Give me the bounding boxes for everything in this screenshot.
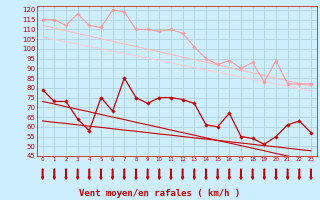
Text: Vent moyen/en rafales ( km/h ): Vent moyen/en rafales ( km/h ) xyxy=(79,189,241,198)
